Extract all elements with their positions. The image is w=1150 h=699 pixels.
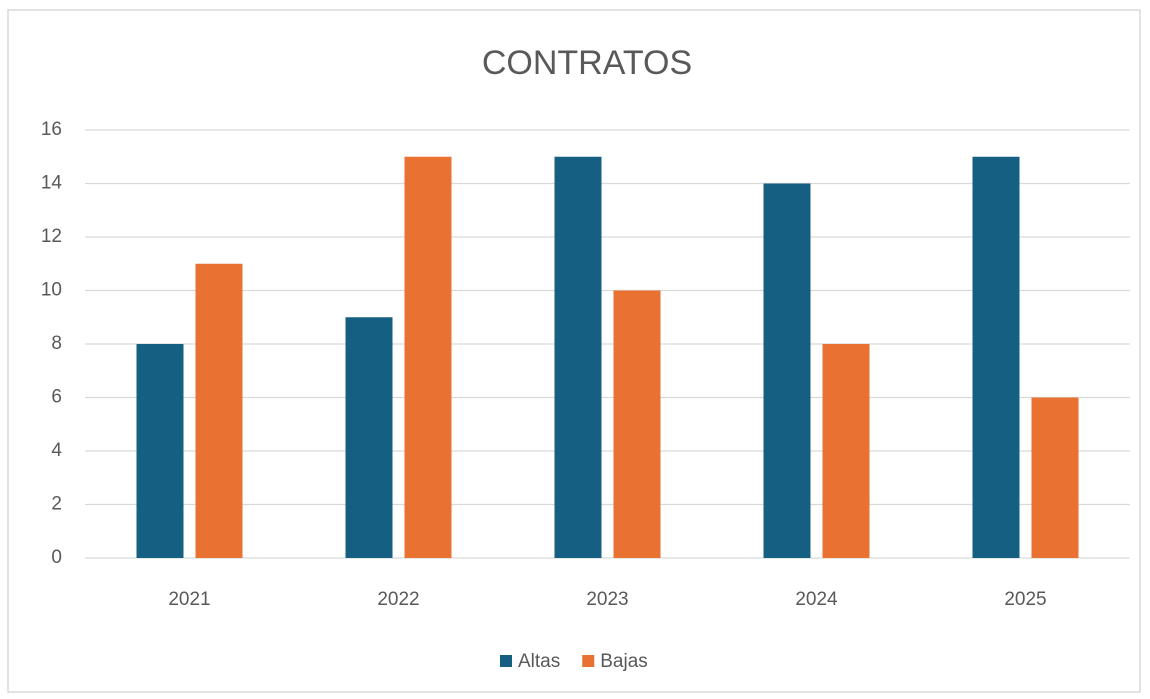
bar: [554, 156, 602, 558]
bar: [195, 263, 243, 558]
legend-swatch: [582, 655, 595, 667]
bar: [136, 344, 184, 558]
bar: [1031, 397, 1079, 558]
x-tick-label: 2024: [795, 589, 838, 610]
y-tick-label: 12: [41, 226, 62, 247]
y-tick-label: 14: [41, 173, 63, 194]
y-tick-label: 0: [51, 547, 62, 568]
y-tick-label: 10: [41, 280, 62, 301]
legend-label: Altas: [518, 651, 560, 672]
bar: [613, 290, 661, 558]
y-tick-label: 4: [51, 440, 62, 461]
y-tick-label: 2: [51, 494, 62, 515]
y-tick-label: 16: [41, 119, 62, 140]
bar: [763, 183, 811, 558]
x-tick-label: 2023: [586, 589, 628, 610]
bar: [345, 317, 393, 558]
bar: [822, 344, 870, 558]
bar: [404, 156, 452, 558]
y-tick-label: 8: [51, 333, 62, 354]
y-tick-label: 6: [51, 387, 62, 408]
x-tick-label: 2022: [377, 589, 419, 610]
chart-title: CONTRATOS: [482, 44, 692, 82]
legend-label: Bajas: [600, 651, 648, 672]
bar: [972, 156, 1020, 558]
x-tick-label: 2021: [168, 589, 210, 610]
legend-swatch: [500, 655, 512, 667]
x-tick-label: 2025: [1004, 589, 1046, 610]
